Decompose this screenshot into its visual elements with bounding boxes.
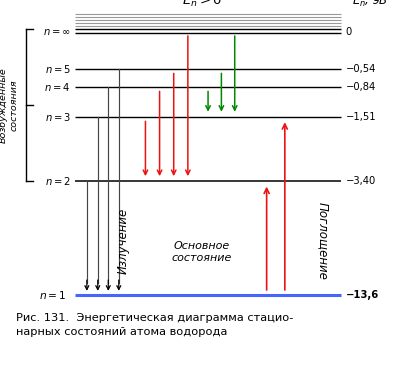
- Text: −3,40: −3,40: [345, 176, 376, 186]
- Text: 0: 0: [345, 26, 351, 36]
- Text: Поглощение: Поглощение: [317, 202, 330, 280]
- Text: $n=\infty$: $n=\infty$: [43, 26, 71, 36]
- Text: −0,84: −0,84: [345, 82, 376, 92]
- Text: −0,54: −0,54: [345, 64, 376, 74]
- Text: $n=4$: $n=4$: [44, 81, 71, 93]
- Text: $n=3$: $n=3$: [44, 111, 71, 123]
- Text: −1,51: −1,51: [345, 112, 376, 122]
- Text: $n=2$: $n=2$: [45, 175, 71, 187]
- Text: $E_n$, эВ: $E_n$, эВ: [351, 0, 388, 9]
- Text: Рис. 131.  Энергетическая диаграмма стацио-
нарных состояний атома водорода: Рис. 131. Энергетическая диаграмма стаци…: [16, 313, 294, 336]
- Text: −13,6: −13,6: [345, 290, 379, 300]
- Text: $E_n>0$: $E_n>0$: [182, 0, 222, 9]
- Text: Возбужденные
состояния: Возбужденные состояния: [0, 67, 19, 143]
- Text: Основное
состояние: Основное состояние: [172, 241, 232, 263]
- Text: Излучение: Излучение: [117, 208, 130, 275]
- Text: $n=5$: $n=5$: [44, 63, 71, 75]
- Text: $n=1$: $n=1$: [39, 289, 67, 301]
